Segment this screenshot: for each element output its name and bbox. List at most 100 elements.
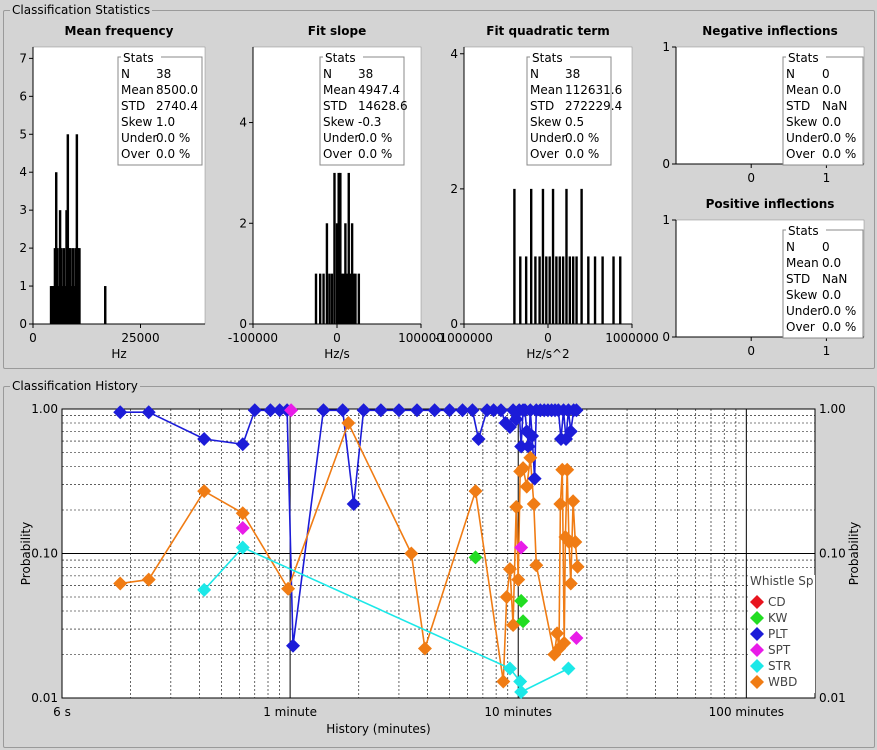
histogram-bar [56,248,59,324]
point-wbd [557,636,572,651]
point-plt [410,403,425,418]
y-tick-label: 1 [19,279,27,293]
stats-value: 2740.4 [156,99,198,113]
point-wbd [235,506,250,521]
legend-marker-str [750,659,764,673]
histogram-bar [568,256,572,324]
point-wbd [113,576,128,591]
stats-value: -0.3 [358,115,381,129]
stats-value: 272229.4 [565,99,622,113]
x-tick-label: 10 minutes [484,705,552,719]
histogram-bar [354,273,357,324]
histogram-bar [349,273,352,324]
y-tick-label: 0 [662,330,670,344]
legend-marker-kw [750,611,764,625]
histogram-bar [601,256,604,324]
point-wbd [468,484,483,499]
y-tick-label: 0 [450,317,458,331]
y-tick-label: 4 [450,47,458,61]
stats-value: 0.0 % [565,147,599,161]
histogram-bar [565,188,568,324]
point-plt [286,638,301,653]
point-str [561,661,576,676]
stats-box-title: Stats [788,224,819,238]
y-tick-label: 0 [662,157,670,171]
stats-value: 4947.4 [358,83,400,97]
y-tick-label: 3 [19,203,27,217]
x-axis-label: Hz/s^2 [526,347,569,361]
point-plt [471,431,486,446]
histogram-bar [67,248,71,324]
stats-label: STD [323,99,347,113]
point-plt [514,439,529,454]
legend-marker-plt [750,627,764,641]
series-line-str [203,546,569,694]
point-wbd [552,641,567,656]
stats-value: 38 [156,67,171,81]
y-tick-label-right: 0.10 [819,547,846,561]
stats-value: 14628.6 [358,99,408,113]
histogram-bar [524,256,528,324]
histogram-bar [73,286,76,324]
legend-marker-cd [750,595,764,609]
point-wbd [563,576,578,591]
stats-value: 112631.6 [565,83,622,97]
histogram-bar [534,256,537,324]
stats-label: Under [121,131,157,145]
y-tick-label-left: 0.10 [31,547,58,561]
histogram-bar [347,172,350,324]
stats-box-title-bg [786,51,826,63]
point-plt [442,403,457,418]
point-wbd [341,416,356,431]
stats-value: 0.0 % [358,147,392,161]
stats-box [526,56,612,166]
point-plt [247,403,262,418]
x-axis-label: Hz [111,347,126,361]
histogram-bar [322,273,325,324]
point-plt [141,405,156,420]
point-plt [235,437,250,452]
y-tick-label: 1 [662,40,670,54]
histogram-bar [71,248,75,324]
stats-label: Under [786,131,822,145]
stats-label: Skew [530,115,562,129]
histogram-bar [513,188,516,324]
x-tick-label: 25000 [121,331,159,345]
histogram-bar [337,172,340,324]
histogram-bar [551,188,555,324]
stats-box-title: Stats [788,51,819,65]
x-axis-label: History (minutes) [326,722,430,736]
point-wbd [516,461,531,476]
histogram-bar [339,172,342,324]
stats-label: Under [530,131,566,145]
histogram-bar [541,188,545,324]
stats-box [319,56,405,166]
point-plt [373,403,388,418]
point-plt [316,403,331,418]
stats-label: STD [530,99,554,113]
y-tick-label: 5 [19,127,27,141]
point-wbd [529,558,544,573]
point-str [235,540,250,555]
point-plt [197,431,212,446]
y-axis-label-left: Probability [19,522,33,585]
x-tick-label: 0 [29,331,37,345]
histogram-bar [612,256,615,324]
stats-value: 0.0 % [358,131,392,145]
stats-value: 0.0 [822,115,841,129]
stats-value: 38 [358,67,373,81]
stats-label: N [323,67,332,81]
stats-box-title: Stats [532,51,563,65]
legend-marker-wbd [750,675,764,689]
y-gridlines [62,408,815,699]
classification-history-group: Classification History [3,379,875,748]
stats-value: 0.0 % [156,131,190,145]
x-tick-label: 0 [747,344,755,358]
y-tick-label: 0 [19,317,27,331]
point-wbd [566,494,581,509]
histogram-bar [619,256,622,324]
histogram-bar [51,286,54,324]
histogram-bar [319,273,322,324]
histogram-bar [69,248,72,324]
